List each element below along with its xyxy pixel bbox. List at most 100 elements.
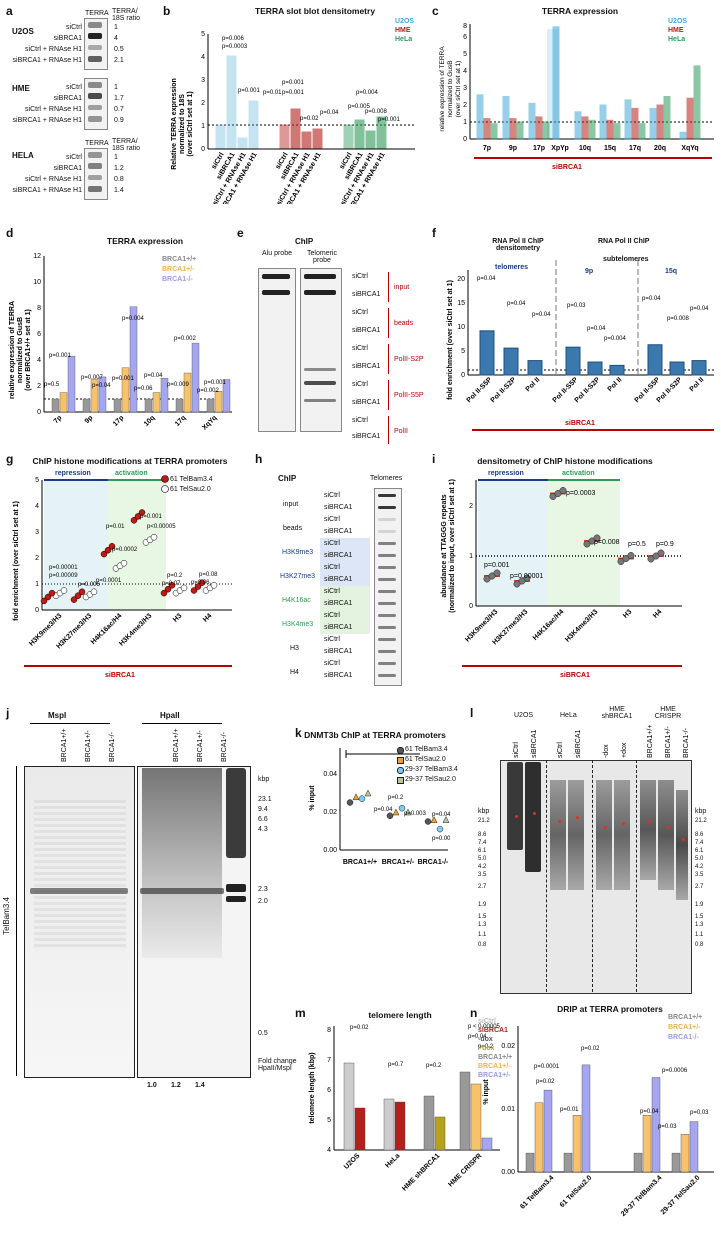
svg-text:H4: H4 [202,612,213,623]
column-header: TERRA/ 18S ratio [112,138,141,152]
svg-text:p=0.01: p=0.01 [106,524,125,530]
svg-text:relative expression of TERRA: relative expression of TERRA [9,301,16,399]
svg-text:Pol II-S2P: Pol II-S2P [490,376,518,404]
size-marker: 21.2 [695,818,707,824]
svg-text:0: 0 [201,146,205,153]
svg-text:(normalized to input, over siC: (normalized to input, over siCtrl set at… [449,479,456,613]
svg-text:15: 15 [457,300,465,307]
legend-item: BRCA1-/- [668,1034,699,1041]
svg-text:10: 10 [33,279,41,286]
svg-text:p=0.001: p=0.001 [282,90,305,96]
chart-title: TERRA expression [541,6,619,16]
data-point [198,579,206,586]
svg-text:p=0.002: p=0.002 [174,336,197,342]
bar [552,26,560,140]
ratio-value: 0.5 [114,46,124,53]
row-label: siBRCA1 [324,672,353,679]
size-marker: 1.5 [478,914,487,920]
size-marker: 1.1 [478,932,487,938]
size-marker: 23.1 [258,796,272,803]
svg-text:p=0.04: p=0.04 [587,326,606,332]
panel-letter: l [470,706,474,720]
svg-text:1: 1 [35,581,39,588]
size-marker: 5.0 [478,856,487,862]
kbp-label: kbp [478,808,490,815]
bar [434,1116,446,1151]
group-label: H3K4me3 [282,621,314,628]
group-label: H3K9me3 [282,549,314,556]
svg-text:p=0.04: p=0.04 [320,110,339,116]
svg-text:p=0.06: p=0.06 [134,386,153,392]
bar [509,118,517,140]
legend-item: 61 TelBam3.4 [170,476,213,483]
column-header: TERRA [85,10,109,17]
bar [502,96,510,140]
region-label: repression [488,470,524,477]
svg-text:7: 7 [327,1057,331,1064]
bar [693,65,701,140]
legend-item: 61 TelSau2.0 [405,756,446,763]
kbp-label: kbp [695,808,707,815]
data-point [60,587,68,594]
bar [516,121,524,140]
svg-text:4: 4 [327,1147,331,1154]
svg-text:p=0.03: p=0.03 [690,1110,709,1116]
svg-text:p=0.7: p=0.7 [388,1062,404,1068]
chart-g: fold enrichment (over siCtrl set at 1) 0… [13,477,232,667]
svg-text:61 TelBam3.4: 61 TelBam3.4 [519,1174,555,1210]
enzyme-label: HpaII [160,711,180,720]
panel-letter: f [432,226,436,240]
svg-text:p=0.004: p=0.004 [604,336,627,342]
group-label: U2OS [12,27,34,36]
svg-text:p=0.08: p=0.08 [199,572,218,578]
ratio-value: 0.8 [114,176,124,183]
group-label: HeLa [560,712,577,719]
ratio-value: 1.7 [114,95,124,102]
svg-text:p=0.03: p=0.03 [658,1124,677,1130]
svg-text:10: 10 [457,324,465,331]
svg-text:normalized to 18S: normalized to 18S [179,94,186,154]
svg-text:5: 5 [201,31,205,38]
blot-lane [300,268,342,432]
svg-text:BRCA1+/-: BRCA1+/- [382,859,415,866]
bar [572,1115,582,1173]
bar [606,119,614,140]
svg-text:5: 5 [463,51,467,58]
data-point [78,588,86,596]
subtitle: telomeres [495,264,529,271]
svg-text:3: 3 [35,529,39,536]
bar [691,360,707,376]
svg-text:p=0.02: p=0.02 [581,1046,600,1052]
svg-text:siCtrl: siCtrl [513,742,520,758]
data-point [652,552,660,560]
svg-text:p=0.0001: p=0.0001 [534,1064,560,1070]
x-axis-label: siBRCA1 [565,420,595,427]
legend-item: BRCA1+/+ [162,256,197,263]
legend-item: +dox [478,1045,495,1052]
row-label: siCtrl [324,660,340,667]
probe-label: Telomeric probe [307,250,337,264]
data-point [392,808,400,816]
bar [490,123,498,140]
data-point [647,555,655,563]
svg-text:p=0.04: p=0.04 [374,807,393,813]
bar [144,398,153,413]
svg-text:U2OS: U2OS [343,1152,362,1171]
svg-text:p=0.04: p=0.04 [532,312,551,318]
svg-text:0: 0 [461,372,465,379]
data-point [513,580,521,588]
size-marker: 7.4 [695,840,704,846]
data-point [190,587,198,594]
ratio-value: 1 [114,154,118,161]
svg-text:p=0.0003: p=0.0003 [222,44,248,50]
bar [527,360,543,376]
ratio-value: 2.1 [114,57,124,64]
svg-text:p=0.02: p=0.02 [300,116,319,122]
bar [669,361,685,376]
bar [160,377,169,413]
svg-text:XqYq: XqYq [201,414,218,431]
row-label: siBRCA1 [352,363,381,370]
bar [638,123,646,140]
data-point [48,589,56,597]
bar [470,1083,482,1151]
